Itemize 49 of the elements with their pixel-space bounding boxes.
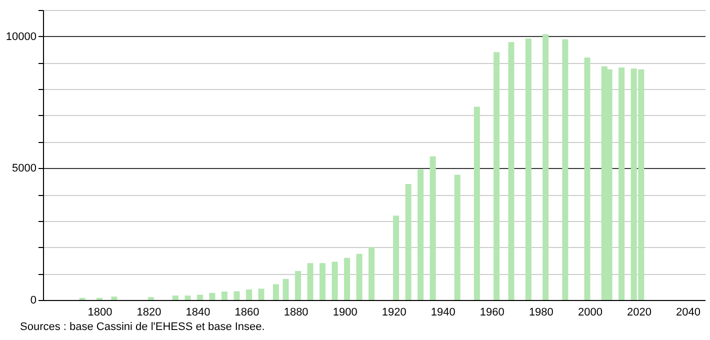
x-tick-label: 2000 (578, 306, 602, 318)
x-tick-label: 2040 (676, 306, 700, 318)
x-tick-label: 1900 (332, 306, 358, 318)
x-tick-label: 1980 (528, 306, 554, 318)
x-tick-label: 1800 (88, 306, 112, 318)
bar (542, 34, 549, 300)
bar (234, 291, 240, 300)
bar (618, 67, 625, 300)
bar (430, 156, 436, 300)
bar (584, 57, 590, 300)
bar (418, 170, 424, 300)
x-tick-label: 1920 (382, 306, 406, 318)
bar (332, 262, 338, 300)
bar (246, 289, 252, 300)
bar (111, 296, 118, 300)
bar (356, 254, 362, 300)
bar (474, 106, 480, 300)
bar (209, 292, 216, 300)
y-tick-label: 10000 (6, 30, 36, 43)
source-note: Sources : base Cassini de l'EHESS et base Insee. (20, 321, 265, 333)
x-tick-label: 1880 (284, 306, 308, 318)
bar (258, 288, 264, 300)
x-tick-label: 1840 (186, 306, 210, 318)
bar (184, 296, 191, 300)
bar (562, 39, 568, 300)
bar (525, 38, 532, 300)
y-tick-label: 0 (30, 294, 36, 306)
y-tick-label: 5000 (12, 162, 36, 175)
bar (282, 278, 289, 300)
bar (307, 263, 314, 300)
bar (172, 296, 178, 300)
bar (148, 297, 154, 300)
x-tick-label: 1940 (430, 306, 456, 318)
bar (221, 292, 228, 300)
bar (368, 247, 375, 300)
bar (196, 294, 203, 300)
bar (393, 216, 400, 300)
bar (320, 263, 326, 300)
bar (344, 258, 350, 300)
x-tick-label: 1960 (480, 306, 504, 318)
x-tick-label: 1820 (136, 306, 162, 318)
bar (405, 184, 412, 300)
x-tick-label: 1860 (234, 306, 260, 318)
bar (272, 284, 279, 300)
bar (295, 271, 302, 300)
x-tick-label: 2020 (626, 306, 652, 318)
bar (508, 42, 514, 300)
bar (454, 174, 460, 300)
bar (494, 52, 500, 300)
